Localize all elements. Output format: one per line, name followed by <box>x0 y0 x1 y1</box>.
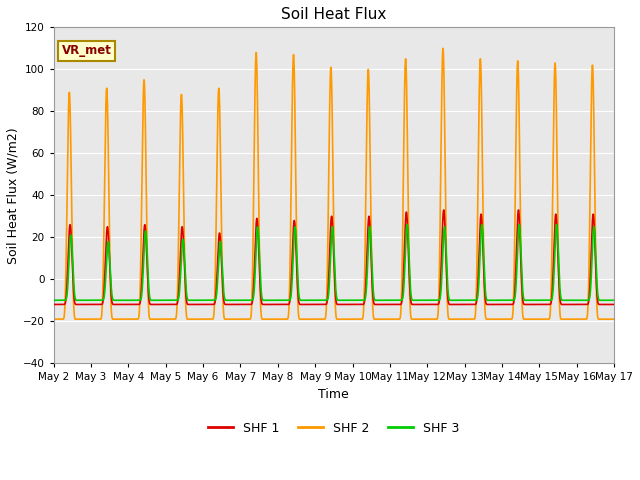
SHF 1 <box>440 207 447 213</box>
SHF 3 <box>492 298 499 303</box>
Line: SHF 2: SHF 2 <box>54 48 614 319</box>
X-axis label: Time: Time <box>319 388 349 401</box>
SHF 2 <box>460 316 467 322</box>
SHF 2 <box>150 316 158 322</box>
Text: VR_met: VR_met <box>62 44 112 57</box>
SHF 3 <box>429 298 436 303</box>
SHF 2 <box>439 46 447 51</box>
SHF 3 <box>50 298 58 303</box>
SHF 3 <box>313 298 321 303</box>
Y-axis label: Soil Heat Flux (W/m2): Soil Heat Flux (W/m2) <box>7 127 20 264</box>
SHF 1 <box>492 301 499 307</box>
SHF 2 <box>429 316 436 322</box>
SHF 1 <box>460 301 467 307</box>
SHF 1 <box>610 301 618 307</box>
SHF 2 <box>50 316 58 322</box>
SHF 2 <box>610 316 618 322</box>
SHF 1 <box>429 301 436 307</box>
SHF 3 <box>611 298 618 303</box>
SHF 1 <box>611 301 618 307</box>
SHF 3 <box>460 298 467 303</box>
Title: Soil Heat Flux: Soil Heat Flux <box>281 7 387 22</box>
SHF 3 <box>150 298 158 303</box>
Line: SHF 1: SHF 1 <box>54 210 614 304</box>
SHF 3 <box>403 222 411 228</box>
SHF 2 <box>611 316 618 322</box>
SHF 2 <box>492 316 499 322</box>
SHF 2 <box>313 316 321 322</box>
SHF 1 <box>150 301 158 307</box>
SHF 3 <box>610 298 618 303</box>
SHF 1 <box>50 301 58 307</box>
Line: SHF 3: SHF 3 <box>54 225 614 300</box>
Legend: SHF 1, SHF 2, SHF 3: SHF 1, SHF 2, SHF 3 <box>203 417 465 440</box>
SHF 1 <box>313 301 321 307</box>
